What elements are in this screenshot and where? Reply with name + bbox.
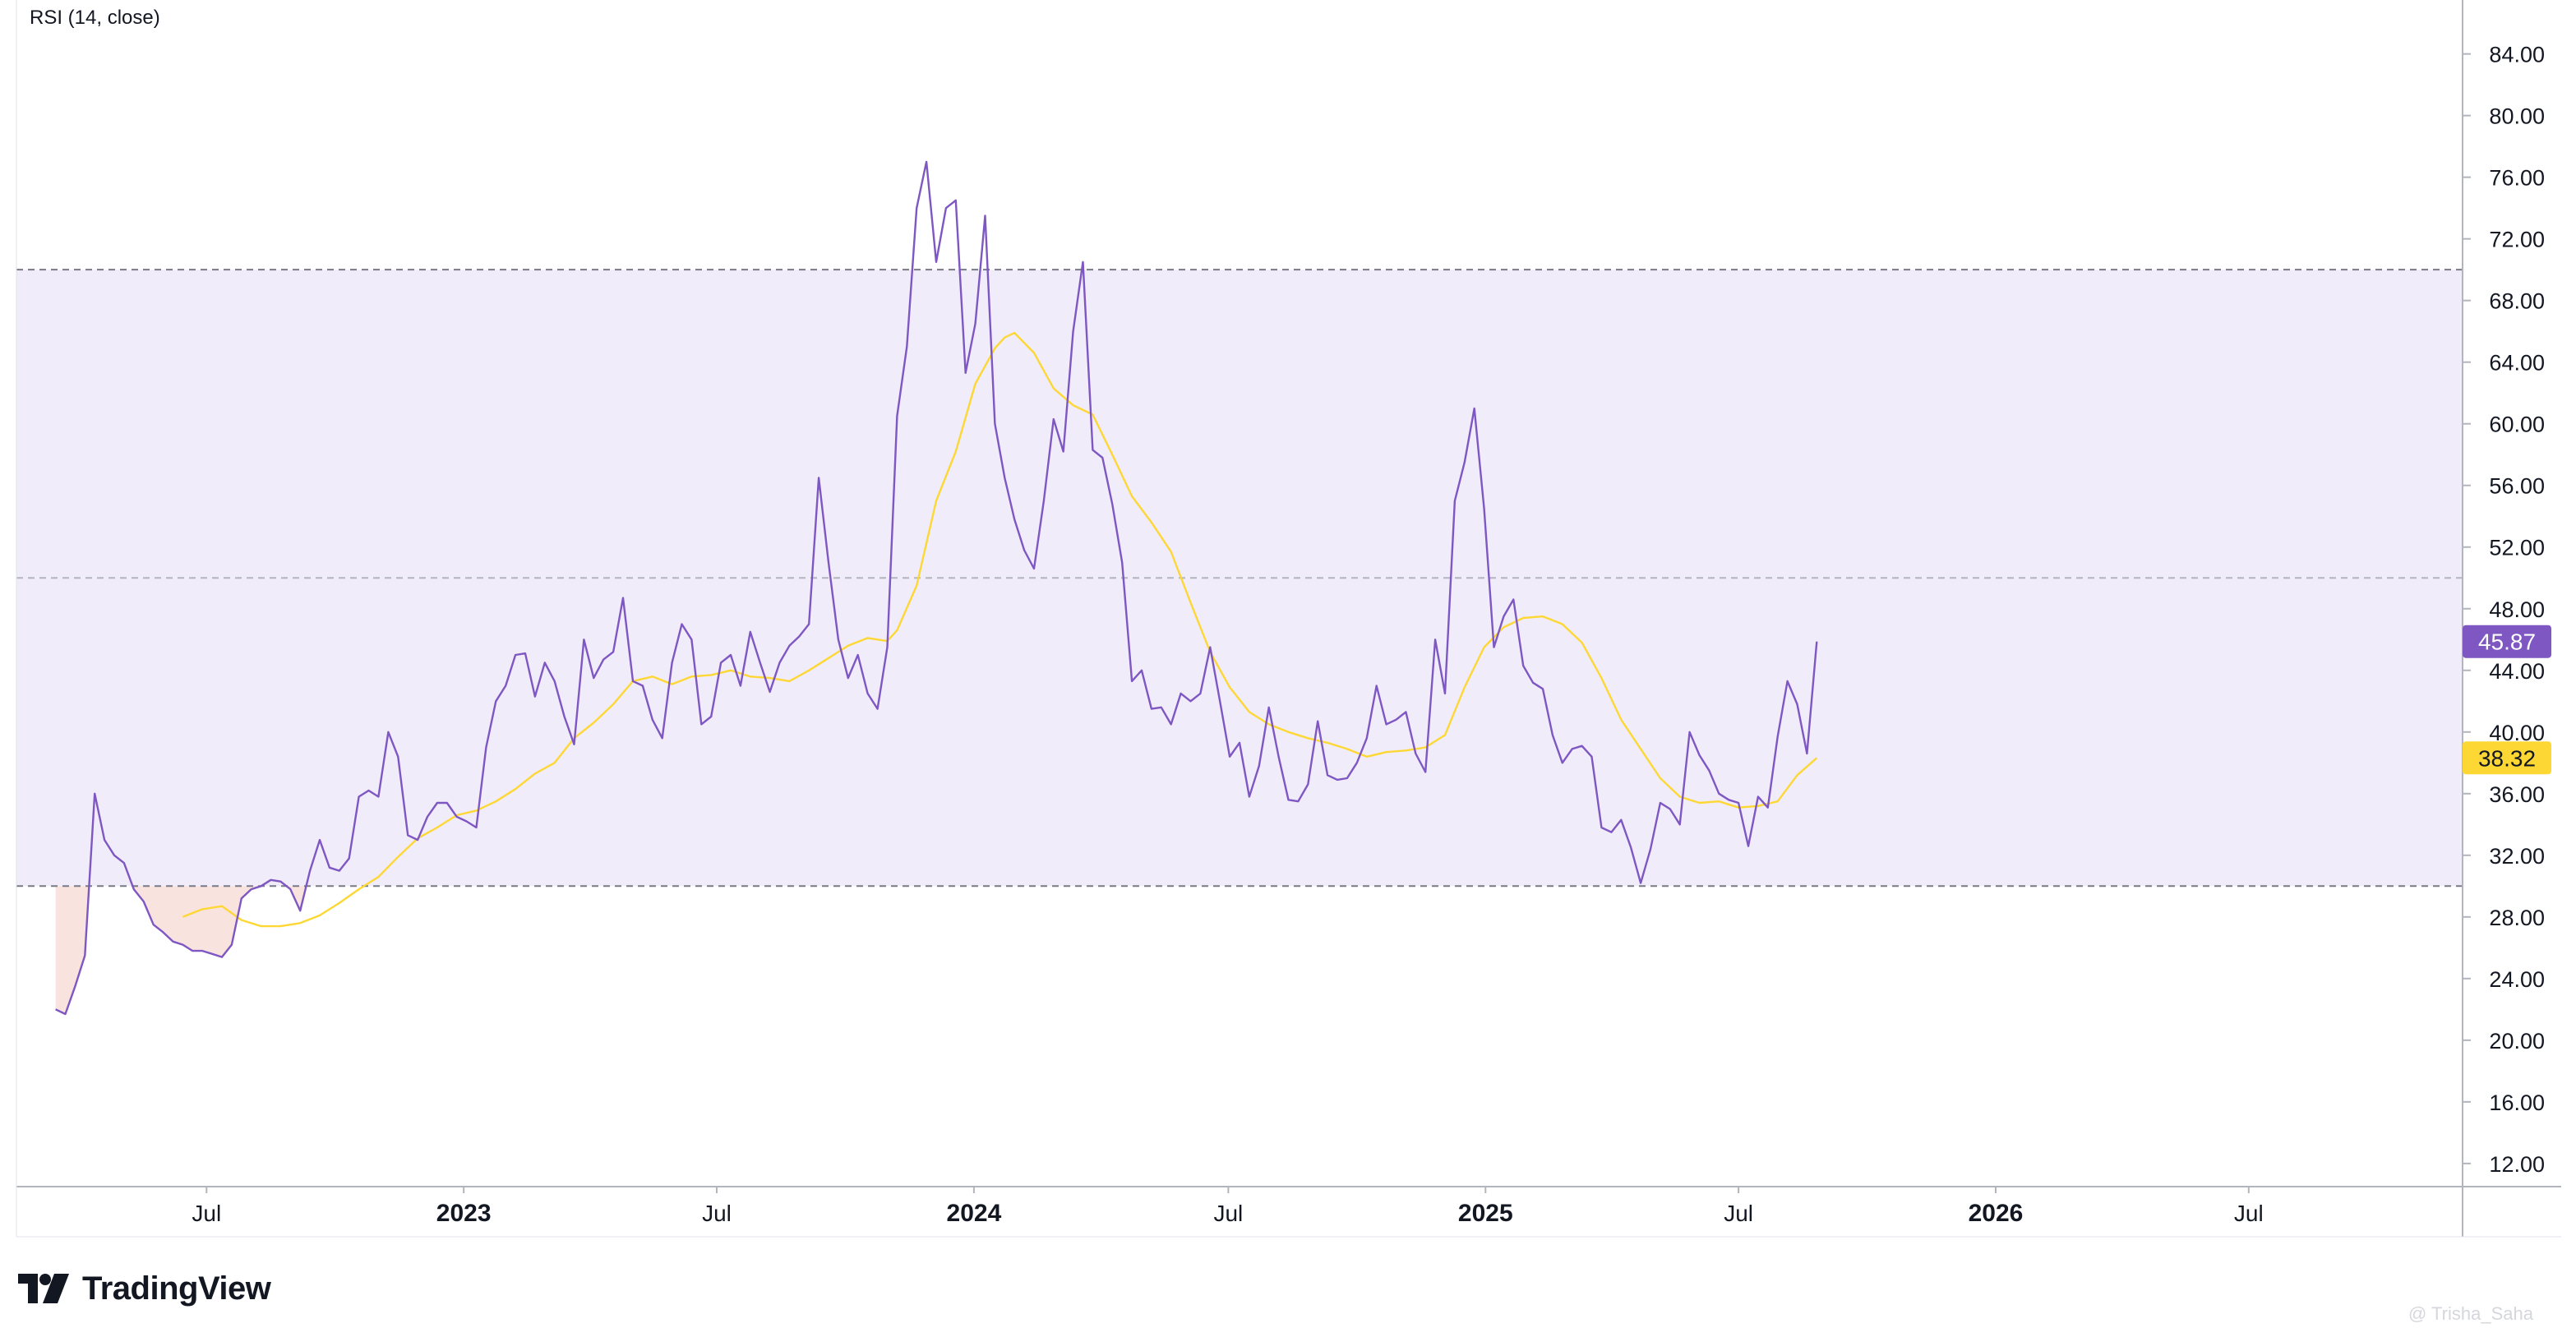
x-tick-label-6: Jul bbox=[1724, 1201, 1753, 1226]
guide-lines bbox=[16, 269, 2463, 887]
x-tick-label-7: 2026 bbox=[1969, 1200, 2024, 1227]
rsi-last-value-badge-label: 45.87 bbox=[2478, 629, 2536, 655]
y-tick-label-3: 24.00 bbox=[2489, 967, 2545, 992]
series-layer bbox=[55, 160, 1818, 1016]
y-tick-label-17: 80.00 bbox=[2489, 104, 2545, 129]
y-tick-label-10: 52.00 bbox=[2489, 536, 2545, 560]
x-tick-label-8: Jul bbox=[2234, 1201, 2264, 1226]
x-tick-label-0: Jul bbox=[192, 1201, 221, 1226]
y-tick-label-4: 28.00 bbox=[2489, 906, 2545, 930]
y-tick-label-7: 40.00 bbox=[2489, 721, 2545, 745]
y-tick-label-15: 72.00 bbox=[2489, 228, 2545, 252]
y-tick-label-14: 68.00 bbox=[2489, 289, 2545, 314]
y-tick-label-5: 32.00 bbox=[2489, 844, 2545, 869]
tradingview-logo-icon bbox=[18, 1274, 69, 1303]
x-axis-ticks: Jul 2023 Jul 2024 Jul 2025 Jul 2026 Jul bbox=[192, 1187, 2264, 1227]
x-tick-label-5: 2025 bbox=[1458, 1200, 1513, 1227]
oversold-fill-1 bbox=[132, 886, 261, 957]
ma-last-value-badge: 38.32 bbox=[2463, 741, 2551, 775]
x-tick-label-2: Jul bbox=[702, 1201, 732, 1226]
oversold-fill-0 bbox=[55, 886, 90, 1014]
y-tick-label-0: 12.00 bbox=[2489, 1152, 2545, 1177]
rsi-band-layer bbox=[16, 270, 2463, 1014]
y-tick-label-13: 64.00 bbox=[2489, 351, 2545, 376]
y-tick-label-11: 56.00 bbox=[2489, 474, 2545, 499]
rsi-last-value-badge-bg bbox=[2463, 625, 2551, 658]
ma-last-value-badge-bg bbox=[2463, 741, 2551, 775]
axis-layer bbox=[16, 0, 2561, 1238]
y-tick-label-2: 20.00 bbox=[2489, 1029, 2545, 1053]
x-tick-label-4: Jul bbox=[1213, 1201, 1243, 1226]
y-tick-label-1: 16.00 bbox=[2489, 1090, 2545, 1115]
tradingview-logo-text: TradingView bbox=[82, 1270, 271, 1307]
rsi-ma-line bbox=[182, 331, 1818, 928]
y-axis-ticks: 12.00 16.00 20.00 24.00 28.00 32.00 36.00 40.00… bbox=[2463, 43, 2545, 1177]
y-tick-label-16: 76.00 bbox=[2489, 166, 2545, 191]
y-tick-label-8: 44.00 bbox=[2489, 659, 2545, 684]
ma-last-value-badge-label: 38.32 bbox=[2478, 745, 2536, 771]
watermark: @ Trisha_Saha bbox=[2408, 1303, 2533, 1324]
rsi-line bbox=[55, 160, 1818, 1016]
x-tick-label-3: 2024 bbox=[947, 1200, 1002, 1227]
y-tick-label-18: 84.00 bbox=[2489, 43, 2545, 67]
y-tick-label-6: 36.00 bbox=[2489, 782, 2545, 807]
tradingview-logo[interactable]: TradingView bbox=[18, 1266, 271, 1312]
indicator-title[interactable]: RSI (14, close) bbox=[30, 7, 160, 29]
y-tick-label-9: 48.00 bbox=[2489, 597, 2545, 622]
x-tick-label-1: 2023 bbox=[436, 1200, 492, 1227]
last-value-badges: 45.87 38.32 bbox=[2463, 625, 2551, 775]
y-tick-label-12: 60.00 bbox=[2489, 413, 2545, 437]
rsi-last-value-badge: 45.87 bbox=[2463, 625, 2551, 658]
